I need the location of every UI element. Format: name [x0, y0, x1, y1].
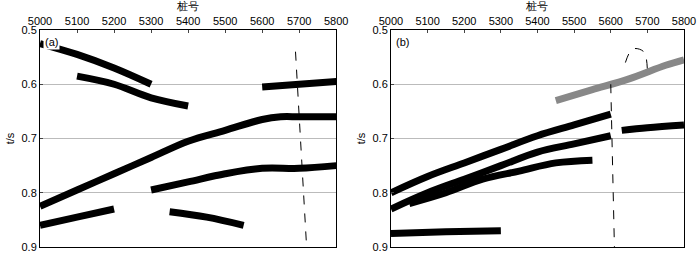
svg-text:5800: 5800 — [324, 15, 348, 27]
svg-text:0.9: 0.9 — [22, 241, 37, 253]
svg-text:0.9: 0.9 — [372, 241, 387, 253]
svg-text:5300: 5300 — [489, 15, 513, 27]
svg-text:5000: 5000 — [379, 15, 403, 27]
svg-text:t/s: t/s — [4, 132, 16, 144]
svg-text:5600: 5600 — [599, 15, 623, 27]
svg-text:5100: 5100 — [65, 15, 89, 27]
svg-text:桩号: 桩号 — [525, 0, 548, 12]
svg-text:5400: 5400 — [525, 15, 549, 27]
svg-text:0.8: 0.8 — [372, 187, 387, 199]
svg-text:0.8: 0.8 — [22, 187, 37, 199]
svg-text:5400: 5400 — [176, 15, 200, 27]
svg-text:0.5: 0.5 — [22, 24, 37, 36]
svg-text:5300: 5300 — [139, 15, 163, 27]
svg-text:5000: 5000 — [28, 15, 52, 27]
svg-text:t/s: t/s — [355, 132, 367, 144]
svg-text:5200: 5200 — [102, 15, 126, 27]
svg-text:5500: 5500 — [562, 15, 586, 27]
svg-text:5700: 5700 — [287, 15, 311, 27]
svg-text:5600: 5600 — [250, 15, 274, 27]
svg-text:5100: 5100 — [415, 15, 439, 27]
svg-text:0.7: 0.7 — [372, 132, 387, 144]
svg-text:5800: 5800 — [672, 15, 696, 27]
svg-text:桩号: 桩号 — [176, 0, 199, 12]
svg-text:0.6: 0.6 — [372, 78, 387, 90]
svg-text:5500: 5500 — [213, 15, 237, 27]
svg-text:5700: 5700 — [635, 15, 659, 27]
svg-text:(a): (a) — [45, 36, 58, 48]
svg-text:0.7: 0.7 — [22, 132, 37, 144]
svg-text:5200: 5200 — [452, 15, 476, 27]
svg-text:0.5: 0.5 — [372, 24, 387, 36]
svg-text:(b): (b) — [396, 36, 409, 48]
svg-text:0.6: 0.6 — [22, 78, 37, 90]
